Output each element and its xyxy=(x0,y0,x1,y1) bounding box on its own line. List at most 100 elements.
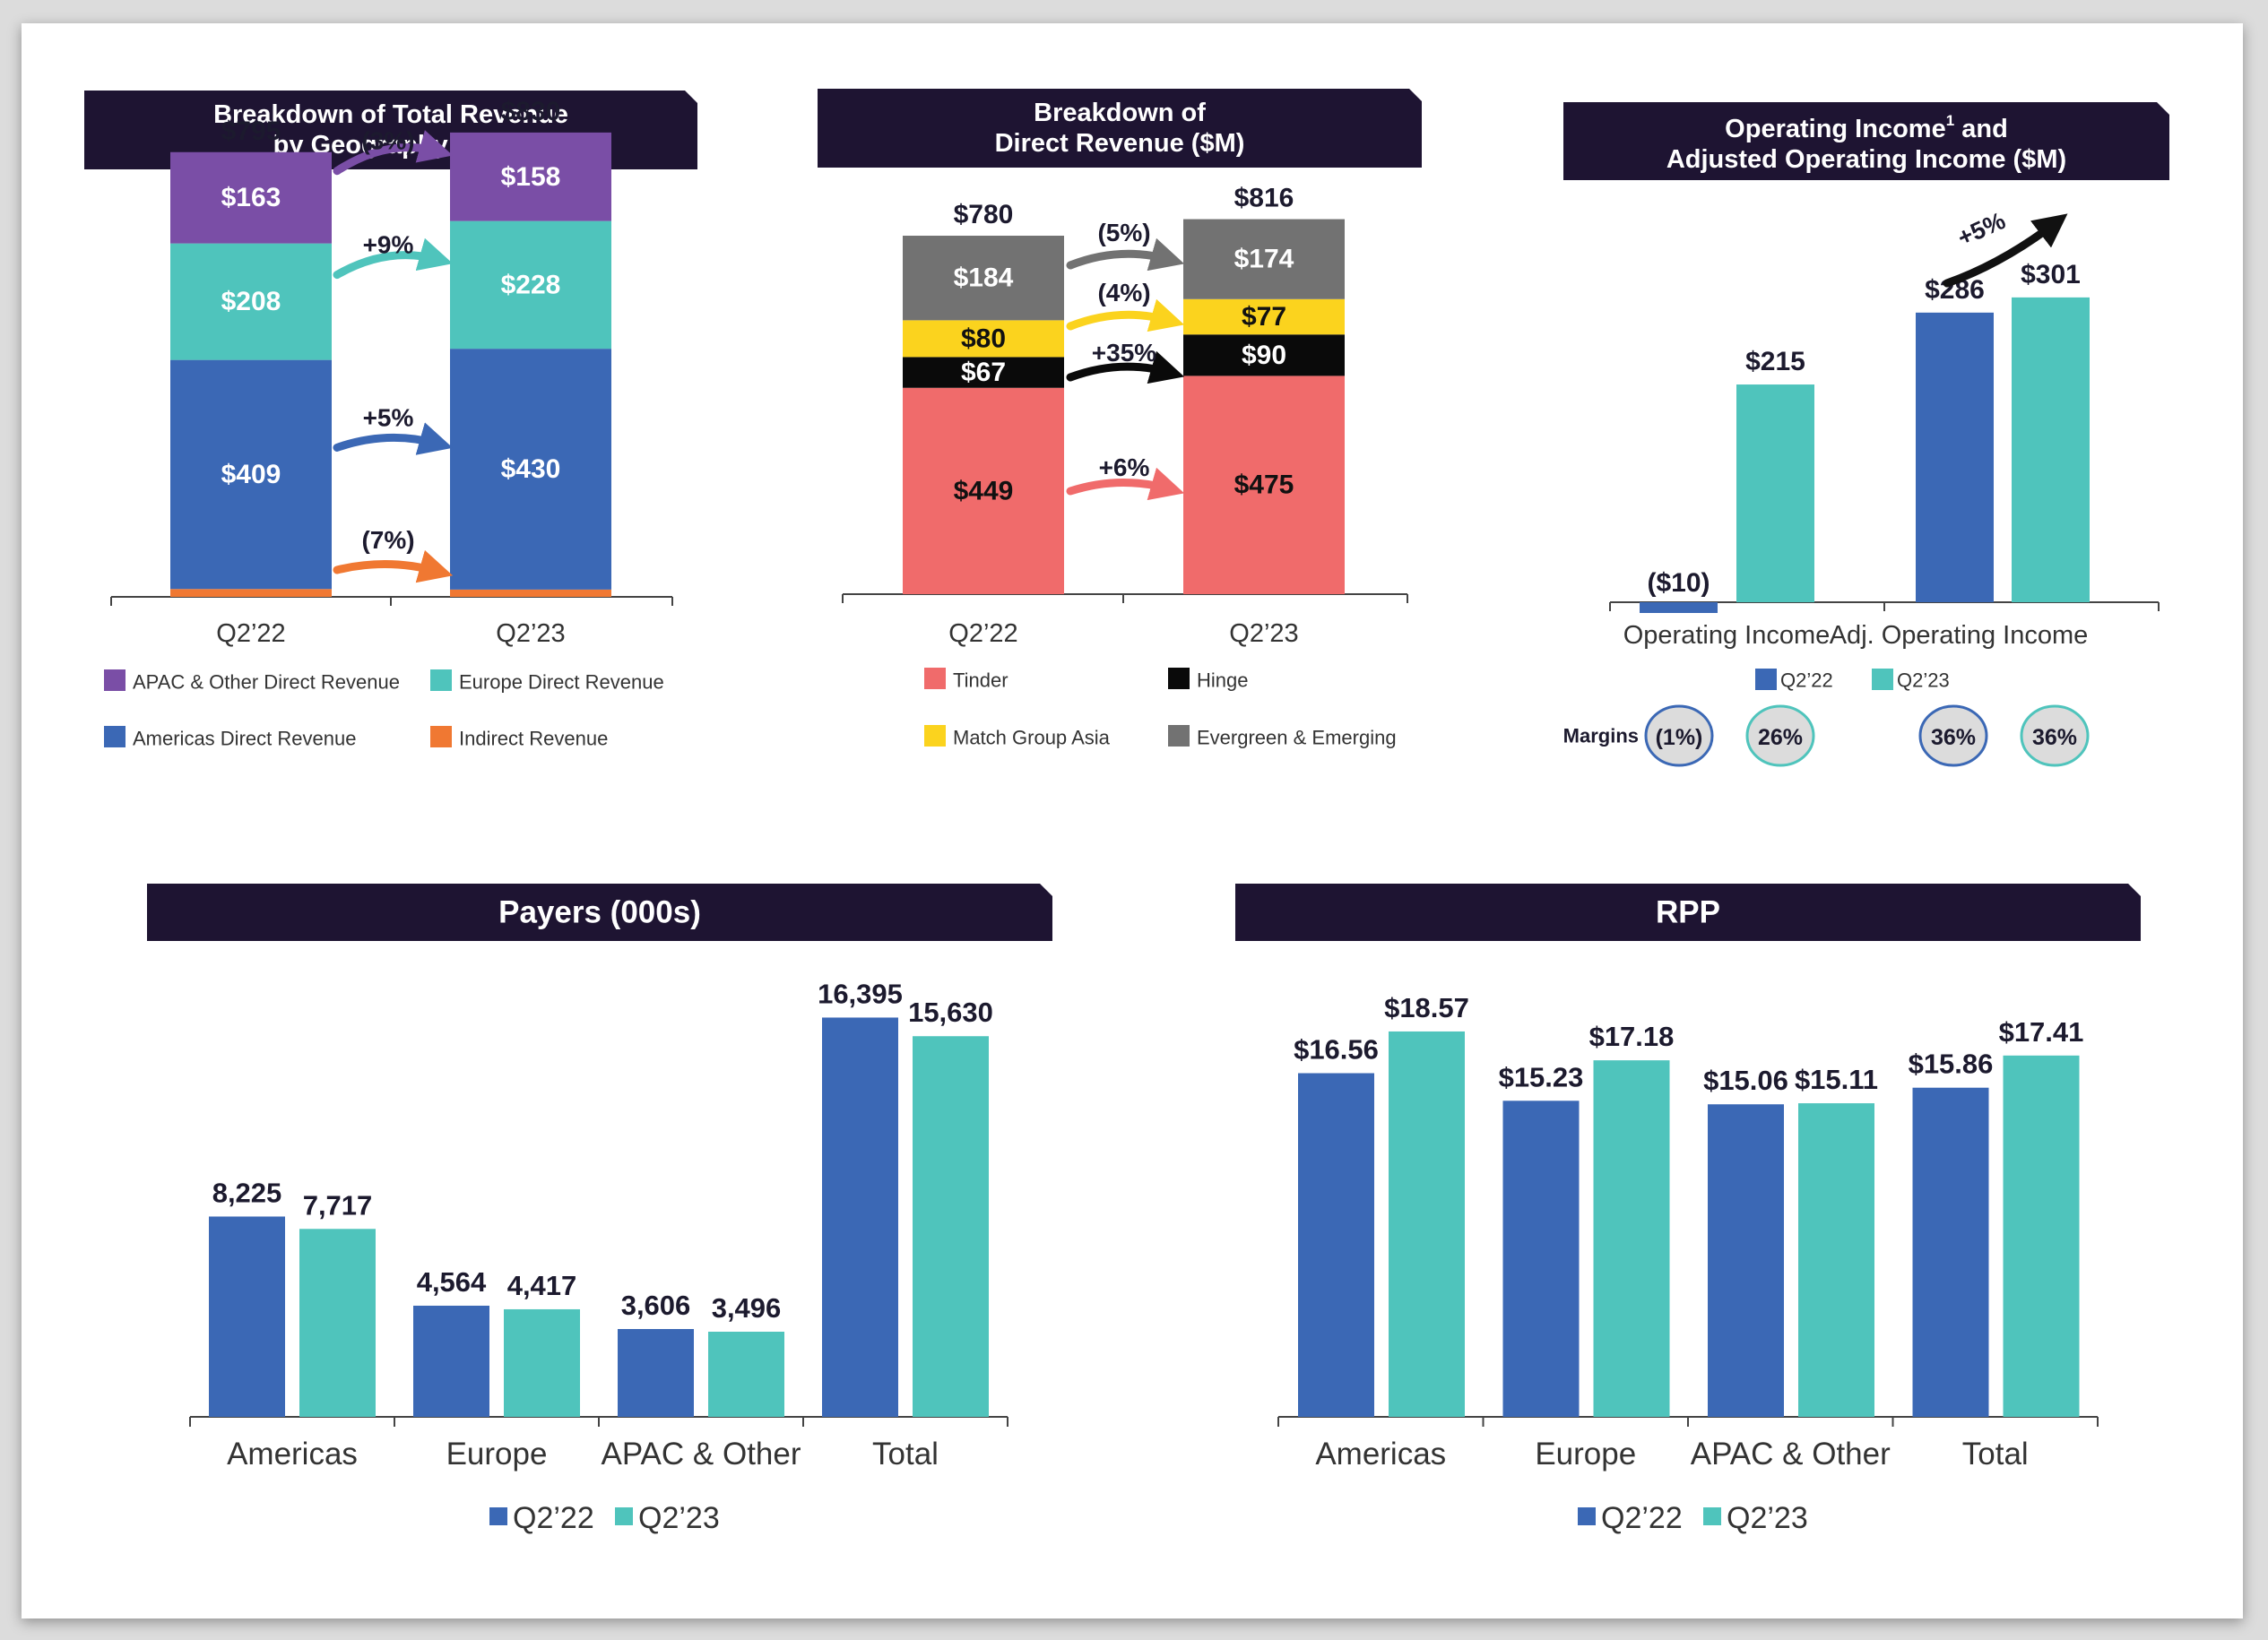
rpp-bar-1-1 xyxy=(1593,1060,1670,1417)
opinc-legend-1: Q2’23 xyxy=(1897,669,1950,692)
payers-category-2: APAC & Other xyxy=(601,1437,801,1472)
payers-bar-0-2 xyxy=(618,1329,694,1417)
direct-change-3: (5%) xyxy=(1097,219,1150,246)
opinc-margin-badge-2 xyxy=(1918,704,1988,767)
geo-bar-indirect-revenue-1 xyxy=(450,589,611,597)
geo-change-arrow-3 xyxy=(333,130,454,176)
opinc-margin-3: 36% xyxy=(2032,725,2077,750)
geo-total-1: $830 xyxy=(501,97,561,126)
geo-label-2-1: $228 xyxy=(501,270,561,299)
opinc-margin-0: (1%) xyxy=(1656,725,1703,750)
payers-bar-1-2 xyxy=(708,1331,784,1417)
direct-category-1: Q2’23 xyxy=(1229,619,1298,648)
rpp-header-band xyxy=(1235,884,2141,941)
geo-label-3-1: $158 xyxy=(501,162,561,192)
direct-label-0-1: $475 xyxy=(1234,470,1294,500)
payers-category-0: Americas xyxy=(227,1437,358,1472)
opinc-change-arrow xyxy=(1943,213,2068,288)
direct-legend-2: Match Group Asia xyxy=(953,727,1111,749)
geo-label-3-0: $163 xyxy=(221,183,281,212)
geo-change-0: (7%) xyxy=(361,526,414,554)
rpp-legend-1: Q2’23 xyxy=(1727,1501,1808,1535)
rpp-bar-1-3 xyxy=(2003,1055,2080,1417)
rpp-bar-0-1 xyxy=(1502,1101,1580,1417)
rpp-category-2: APAC & Other xyxy=(1691,1437,1891,1472)
opinc-margins-label: Margins xyxy=(1563,725,1639,747)
direct-header-line-0: Breakdown of xyxy=(1034,99,1206,127)
payers-bar-1-3 xyxy=(913,1036,989,1417)
direct-total-0: $780 xyxy=(954,200,1014,229)
geo-category-0: Q2’22 xyxy=(216,619,285,648)
opinc-header-main: Operating Income xyxy=(1725,115,1946,143)
direct-total-1: $816 xyxy=(1234,184,1294,213)
opinc-label-0-0: ($10) xyxy=(1647,568,1710,598)
geo-legend-swatch-1 xyxy=(430,669,452,691)
direct-legend-swatch-1 xyxy=(1168,668,1190,689)
geo-legend-swatch-2 xyxy=(104,726,126,747)
payers-legend-1: Q2’23 xyxy=(638,1501,720,1535)
payers-bar-0-0 xyxy=(209,1216,285,1417)
rpp-header-line-0: RPP xyxy=(1656,895,1720,930)
opinc-bar-1-1 xyxy=(2012,297,2090,602)
payers-header-band xyxy=(147,884,1052,941)
rpp-category-0: Americas xyxy=(1315,1437,1446,1472)
geo-bar-indirect-revenue-0 xyxy=(170,589,332,597)
opinc-label-1-1: $301 xyxy=(2021,260,2081,289)
geo-legend-0: APAC & Other Direct Revenue xyxy=(133,671,400,694)
geo-change-arrow-2 xyxy=(333,237,454,280)
rpp-legend-0: Q2’22 xyxy=(1601,1501,1683,1535)
rpp-label-0-3: $15.86 xyxy=(1909,1049,1994,1080)
direct-change-0: +6% xyxy=(1099,453,1150,481)
rpp-bar-0-2 xyxy=(1708,1104,1784,1417)
geo-category-1: Q2’23 xyxy=(496,619,565,648)
direct-change-arrow-1 xyxy=(1066,350,1185,384)
payers-legend-swatch-0 xyxy=(489,1507,507,1525)
geo-change-arrow-1 xyxy=(333,422,454,455)
geo-change-2: +9% xyxy=(363,231,414,259)
direct-change-arrow-2 xyxy=(1066,298,1185,332)
direct-legend-1: Hinge xyxy=(1197,669,1248,692)
opinc-change: +5% xyxy=(1953,207,2009,252)
direct-change-arrow-0 xyxy=(1066,467,1185,501)
direct-legend-3: Evergreen & Emerging xyxy=(1197,727,1397,749)
payers-label-1-1: 4,417 xyxy=(507,1270,577,1301)
direct-label-0-0: $449 xyxy=(954,476,1014,505)
geo-header-line-0: Breakdown of Total Revenue xyxy=(213,100,568,129)
rpp-category-1: Europe xyxy=(1535,1437,1636,1472)
direct-header-band xyxy=(818,89,1422,168)
payers-label-1-2: 3,496 xyxy=(712,1292,782,1324)
geo-change-3: (3%) xyxy=(361,127,414,155)
direct-label-3-1: $174 xyxy=(1234,245,1294,274)
geo-label-1-0: $409 xyxy=(221,460,281,489)
opinc-bar-0-1 xyxy=(1916,312,1994,602)
direct-legend-0: Tinder xyxy=(953,669,1008,692)
opinc-bar-0-0 xyxy=(1640,602,1718,613)
rpp-label-1-1: $17.18 xyxy=(1589,1021,1675,1052)
direct-label-1-1: $90 xyxy=(1242,341,1286,370)
geo-bar-apac-other-direct-revenue-1 xyxy=(450,132,611,221)
rpp-bar-0-0 xyxy=(1298,1073,1374,1417)
opinc-legend-0: Q2’22 xyxy=(1780,669,1833,692)
rpp-bar-1-0 xyxy=(1389,1031,1465,1417)
payers-bar-1-0 xyxy=(299,1229,376,1417)
rpp-bar-1-2 xyxy=(1798,1103,1874,1417)
geo-bar-europe-direct-revenue-1 xyxy=(450,220,611,350)
opinc-margin-2: 36% xyxy=(1931,725,1976,750)
rpp-label-1-3: $17.41 xyxy=(1999,1016,2084,1048)
direct-bar-hinge-1 xyxy=(1183,334,1345,376)
opinc-margin-badge-1 xyxy=(1745,704,1815,767)
geo-label-1-1: $430 xyxy=(501,454,561,484)
opinc-margin-badge-3 xyxy=(2020,704,2090,767)
opinc-margin-1: 26% xyxy=(1758,725,1803,750)
geo-bar-europe-direct-revenue-0 xyxy=(170,243,332,360)
direct-label-1-0: $67 xyxy=(961,358,1006,387)
opinc-margin-badge-0 xyxy=(1644,704,1714,767)
rpp-label-0-1: $15.23 xyxy=(1499,1061,1584,1092)
rpp-label-1-2: $15.11 xyxy=(1795,1064,1878,1095)
geo-legend-1: Europe Direct Revenue xyxy=(459,671,664,694)
payers-label-1-3: 15,630 xyxy=(908,997,993,1028)
payers-category-1: Europe xyxy=(446,1437,548,1472)
rpp-label-0-2: $15.06 xyxy=(1703,1065,1788,1096)
payers-legend-0: Q2’22 xyxy=(513,1501,594,1535)
